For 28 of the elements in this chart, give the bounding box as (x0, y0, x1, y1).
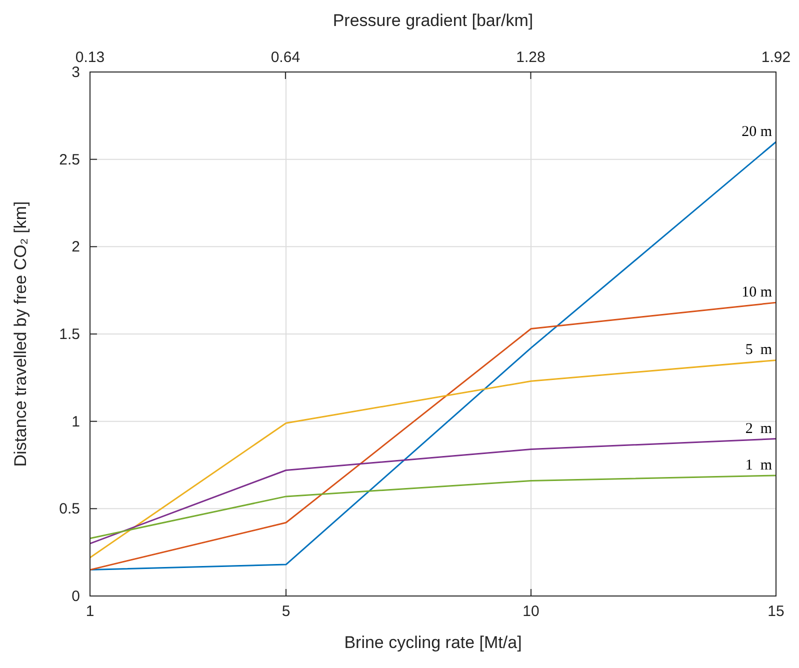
series-label: 10 m (742, 284, 772, 301)
y-tick-label: 0 (72, 588, 80, 605)
x-tick-label: 10 (522, 603, 540, 620)
x-tick-label: 15 (768, 603, 784, 620)
y-tick-label: 2.5 (59, 151, 80, 168)
y-tick-label: 3 (72, 64, 80, 81)
y-axis-title: Distance travelled by free CO₂ [km] (11, 201, 30, 467)
x2-axis-title: Pressure gradient [bar/km] (332, 11, 534, 30)
x2-tick-label: 1.92 (761, 49, 791, 66)
x-tick-label: 1 (86, 603, 94, 620)
line-series (89, 474, 777, 540)
line-series (89, 302, 777, 571)
x2-tick-label: 0.64 (270, 49, 300, 66)
x2-tick-label: 0.13 (75, 49, 105, 66)
series-label: 20 m (742, 124, 772, 140)
series-label: 1 m (745, 457, 772, 474)
y-tick-label: 1 (72, 413, 80, 430)
series-label: 2 m (745, 420, 772, 437)
line-series (89, 141, 777, 571)
line-series (89, 359, 777, 558)
y-tick-label: 0.5 (59, 500, 80, 518)
x2-tick-label: 1.28 (516, 49, 546, 66)
y-tick-label: 2 (72, 238, 80, 256)
series-label: 5 m (745, 342, 772, 358)
x-tick-label: 5 (282, 603, 290, 620)
x-axis-title: Brine cycling rate [Mt/a] (344, 633, 522, 652)
line-series (89, 438, 777, 544)
y-tick-label: 1.5 (59, 326, 80, 343)
